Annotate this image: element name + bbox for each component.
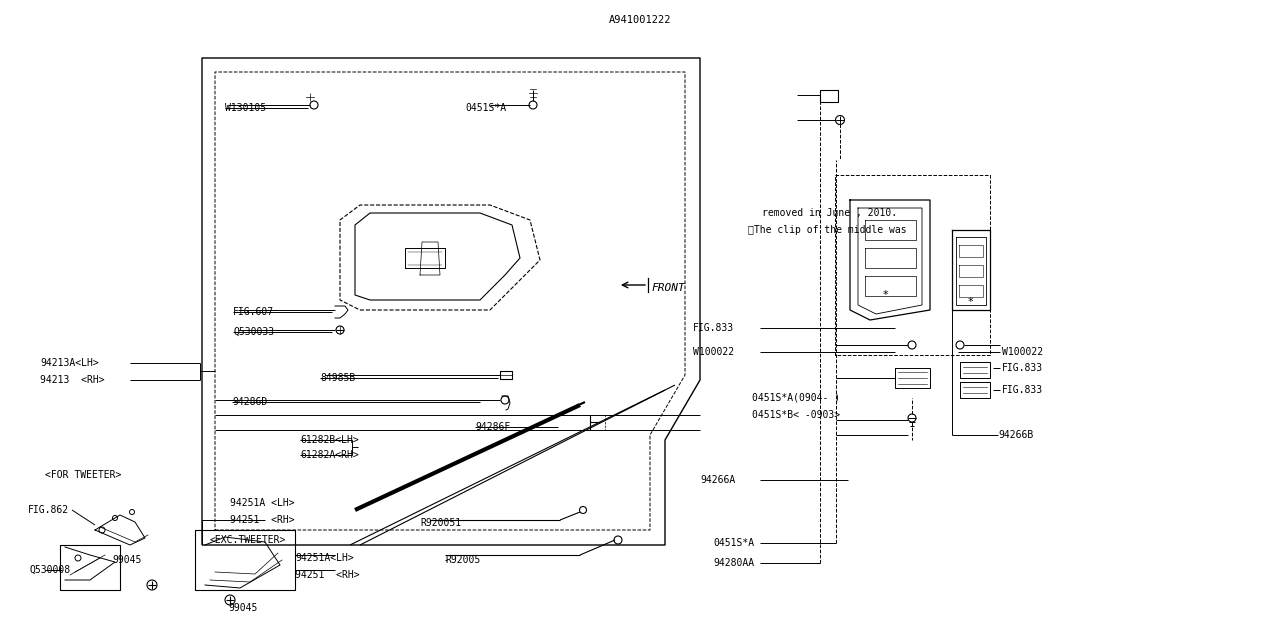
Text: 99045: 99045 (113, 555, 141, 565)
Text: 94251  <RH>: 94251 <RH> (294, 570, 360, 580)
Text: 94251A <LH>: 94251A <LH> (230, 498, 294, 508)
Text: 61282B<LH>: 61282B<LH> (300, 435, 358, 445)
Text: ※The clip of the middle was: ※The clip of the middle was (748, 225, 906, 235)
Text: 94251A<LH>: 94251A<LH> (294, 553, 353, 563)
Text: W100022: W100022 (1002, 347, 1043, 357)
Text: 94251  <RH>: 94251 <RH> (230, 515, 294, 525)
Text: 94280AA: 94280AA (713, 558, 754, 568)
Text: removed in June , 2010.: removed in June , 2010. (762, 208, 897, 218)
Text: 94213  <RH>: 94213 <RH> (40, 375, 105, 385)
Text: 0451S*B< -0903>: 0451S*B< -0903> (753, 410, 840, 420)
Text: Q530033: Q530033 (233, 327, 274, 337)
Text: 0451S*A: 0451S*A (465, 103, 506, 113)
Text: 84985B: 84985B (320, 373, 356, 383)
Text: *: * (968, 297, 973, 307)
Text: R920051: R920051 (420, 518, 461, 528)
Text: *: * (882, 290, 888, 300)
Text: 0451S*A(0904- ): 0451S*A(0904- ) (753, 393, 840, 403)
Text: W100022: W100022 (692, 347, 735, 357)
Text: FRONT: FRONT (652, 283, 686, 293)
Text: <EXC.TWEETER>: <EXC.TWEETER> (210, 535, 287, 545)
Text: 61282A<RH>: 61282A<RH> (300, 450, 358, 460)
Text: FIG.833: FIG.833 (1002, 363, 1043, 373)
Text: 94266A: 94266A (700, 475, 735, 485)
Text: 99045: 99045 (228, 603, 257, 613)
Text: 94286F: 94286F (475, 422, 511, 432)
Text: 0451S*A: 0451S*A (713, 538, 754, 548)
Text: FIG.862: FIG.862 (28, 505, 69, 515)
Text: <FOR TWEETER>: <FOR TWEETER> (45, 470, 122, 480)
Text: R92005: R92005 (445, 555, 480, 565)
Text: 94266B: 94266B (998, 430, 1033, 440)
Text: 94213A<LH>: 94213A<LH> (40, 358, 99, 368)
Text: FIG.833: FIG.833 (692, 323, 735, 333)
Text: FIG.833: FIG.833 (1002, 385, 1043, 395)
Text: FIG.607: FIG.607 (233, 307, 274, 317)
Text: 94286D: 94286D (232, 397, 268, 407)
Text: W130105: W130105 (225, 103, 266, 113)
Text: A941001222: A941001222 (609, 15, 671, 25)
Text: Q530008: Q530008 (29, 565, 72, 575)
